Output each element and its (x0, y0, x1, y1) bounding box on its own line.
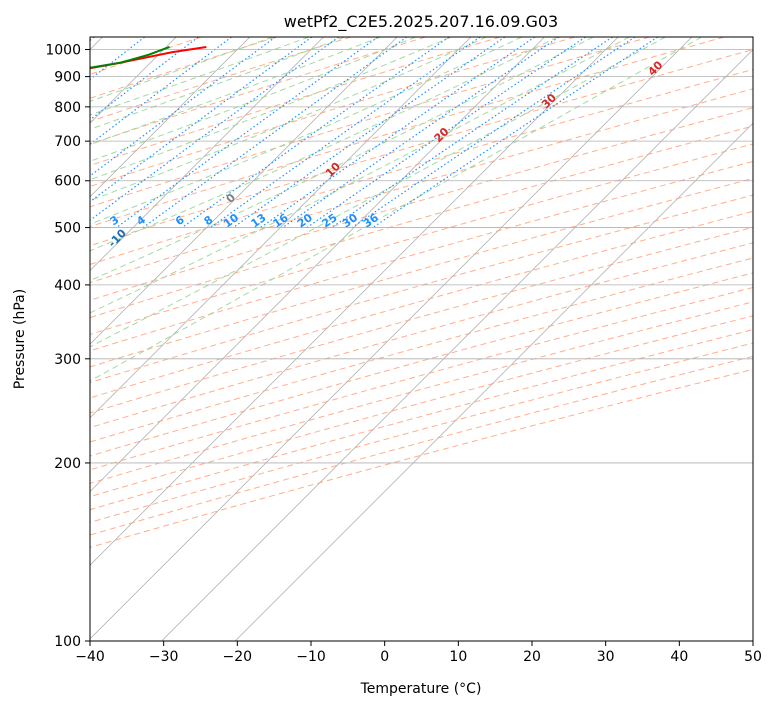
chart-title: wetPf2_C2E5.2025.207.16.09.G03 (284, 12, 558, 32)
y-tick-label: 600 (54, 174, 81, 190)
y-tick-label: 400 (54, 278, 81, 294)
y-tick-label: 200 (54, 456, 81, 472)
dry-adiabat-line (90, 272, 753, 457)
isotherm-line (234, 122, 753, 641)
dry-adiabat-line (90, 37, 426, 145)
y-tick-label: 1000 (45, 43, 81, 59)
dry-adiabat-line (90, 286, 753, 471)
x-tick-label: 30 (597, 649, 615, 665)
moist-adiabat-line (90, 37, 594, 282)
mixing-ratio-line (142, 37, 408, 229)
isotherm-line (90, 37, 472, 419)
moist-adiabat-line (90, 37, 309, 116)
x-axis-title: Temperature (°C) (360, 681, 482, 697)
dry-adiabat-line (90, 210, 753, 399)
y-tick-label: 500 (54, 221, 81, 237)
mixing-ratio-line (232, 37, 506, 229)
dry-adiabat-line (90, 37, 501, 167)
isotherm-line (90, 37, 619, 566)
dry-adiabat-line (90, 355, 753, 536)
dry-adiabat-line (90, 315, 753, 498)
dry-adiabat-line (90, 88, 753, 284)
dry-adiabat-line (90, 125, 753, 319)
isotherm-line (90, 37, 693, 640)
dry-adiabat-line (90, 37, 650, 208)
mixing-ratio-line (351, 37, 636, 229)
dry-adiabat-line (90, 107, 753, 301)
isotherm-line (90, 37, 398, 345)
y-tick-label: 800 (54, 100, 81, 116)
moist-adiabat-line (90, 37, 416, 162)
moist-adiabat-line (90, 37, 666, 348)
x-tick-label: −40 (75, 649, 105, 665)
mixing-ratio-line (181, 37, 450, 229)
mixing-ratio-line (90, 37, 199, 121)
dry-adiabat-line (90, 37, 725, 228)
x-tick-label: 50 (744, 649, 762, 665)
y-axis-title: Pressure (hPa) (12, 289, 28, 389)
moist-adiabat-line (90, 37, 558, 252)
dry-adiabat-line (90, 68, 753, 265)
isotherm-line (90, 37, 545, 493)
x-tick-label: 40 (670, 649, 688, 665)
plot-frame (89, 36, 754, 642)
x-tick-label: 0 (380, 649, 389, 665)
y-tick-label: 900 (54, 70, 81, 86)
mixing-ratio-line (306, 37, 586, 229)
y-tick-label: 300 (54, 352, 81, 368)
moist-adiabat-line (90, 37, 487, 202)
x-tick-label: −30 (149, 649, 179, 665)
mixing-ratio-line (210, 37, 481, 229)
moist-adiabat-line (90, 37, 523, 225)
isotherm-line (161, 48, 753, 641)
dry-adiabat-line (90, 143, 753, 335)
mixing-ratio-line (90, 37, 232, 146)
y-tick-label: 700 (54, 134, 81, 150)
isotherm-line (90, 37, 324, 272)
x-tick-label: 10 (449, 649, 467, 665)
dry-adiabat-line (90, 37, 277, 99)
x-tick-label: −10 (296, 649, 326, 665)
mixing-ratio-line (116, 37, 379, 229)
mixing-ratio-line (260, 37, 535, 229)
isotherm-line (90, 37, 251, 198)
x-tick-label: −20 (223, 649, 253, 665)
mixing-ratio-line (372, 37, 659, 229)
mixing-ratio-line (90, 37, 339, 222)
dry-adiabat-line (90, 242, 753, 429)
y-tick-label: 100 (54, 634, 81, 650)
x-tick-label: 20 (523, 649, 541, 665)
moist-adiabat-line (90, 37, 702, 382)
dry-adiabat-line (90, 342, 753, 523)
moist-adiabat-line (90, 37, 345, 130)
